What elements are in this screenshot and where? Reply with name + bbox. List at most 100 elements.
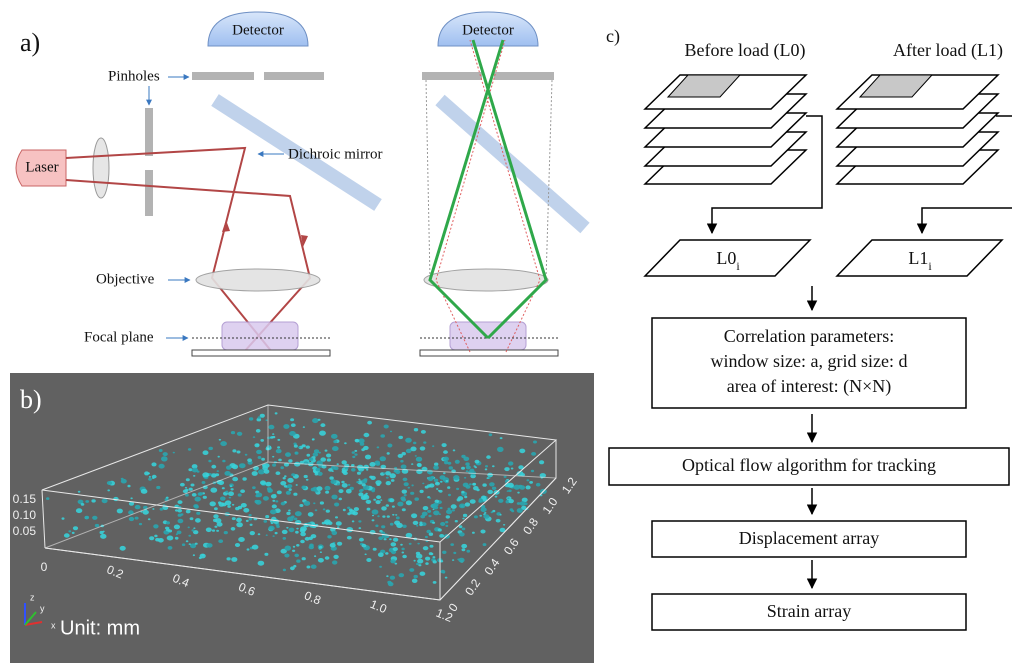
particle <box>73 526 78 530</box>
particle <box>352 520 355 522</box>
stack-title: Before load (L0) <box>685 40 806 61</box>
particle <box>462 518 464 520</box>
particle <box>481 496 486 500</box>
particle <box>376 500 381 504</box>
particle <box>195 543 198 545</box>
particle <box>347 536 352 540</box>
particle <box>275 500 278 502</box>
particle <box>453 552 456 554</box>
particle <box>403 478 408 482</box>
particle <box>472 483 476 486</box>
particle <box>416 552 420 555</box>
particle <box>258 561 265 566</box>
particle <box>326 510 330 513</box>
particle <box>456 488 459 490</box>
particle <box>400 460 403 463</box>
panel-label: a) <box>20 28 40 57</box>
unit-label: Unit: mm <box>60 617 140 639</box>
particle <box>332 531 338 535</box>
particle <box>383 472 385 474</box>
particle <box>337 463 339 465</box>
particle <box>64 533 70 537</box>
particle <box>459 504 465 509</box>
detector-label: Detector <box>232 22 284 38</box>
particle <box>243 508 249 513</box>
particle <box>294 518 298 521</box>
particle <box>76 508 82 513</box>
particle <box>264 469 270 474</box>
particle <box>466 470 469 472</box>
particle <box>188 468 192 471</box>
particle <box>508 461 513 465</box>
particle <box>367 421 372 425</box>
particle <box>183 489 188 493</box>
particle <box>375 462 380 466</box>
pinhole <box>264 72 324 80</box>
particle <box>387 452 390 455</box>
particle <box>302 444 306 447</box>
particle <box>360 471 363 473</box>
particle <box>287 484 292 488</box>
particle <box>366 558 371 562</box>
particle <box>202 554 205 556</box>
particle <box>335 516 338 518</box>
particle <box>342 483 348 488</box>
particle <box>411 463 413 465</box>
particle <box>256 493 262 498</box>
particle <box>309 544 314 548</box>
particle <box>100 531 104 534</box>
particle <box>419 523 423 526</box>
particle <box>402 525 406 528</box>
particle <box>427 510 431 513</box>
particle <box>272 500 275 502</box>
particle <box>151 462 156 466</box>
particle <box>386 575 388 577</box>
particle <box>405 438 412 443</box>
particle <box>152 508 154 510</box>
particle <box>395 514 397 516</box>
particle <box>420 446 426 450</box>
particle <box>428 515 431 517</box>
particle <box>284 475 287 477</box>
slide <box>420 350 558 356</box>
particle <box>358 469 360 471</box>
particle <box>359 538 364 542</box>
particle <box>275 412 278 414</box>
particle <box>323 508 326 510</box>
particle <box>443 472 446 474</box>
sample <box>222 322 298 350</box>
particle <box>117 509 123 514</box>
particle <box>208 447 213 450</box>
particle <box>402 452 406 455</box>
particle <box>500 437 503 439</box>
particle <box>366 500 372 504</box>
particle <box>450 543 454 546</box>
particle <box>214 507 218 510</box>
particle <box>213 514 218 518</box>
particle <box>239 463 246 468</box>
particle <box>252 486 256 489</box>
particle <box>365 554 367 556</box>
particle <box>325 450 328 452</box>
particle <box>341 481 344 484</box>
particle <box>284 554 289 558</box>
particle <box>366 469 368 471</box>
particle <box>314 555 316 557</box>
particle <box>222 460 225 463</box>
particle <box>529 481 533 484</box>
particle <box>300 540 305 544</box>
particle <box>304 475 308 478</box>
particle <box>443 572 446 574</box>
particle <box>78 491 81 493</box>
particle <box>235 543 240 547</box>
particle <box>393 547 398 551</box>
particle <box>112 484 114 486</box>
particle <box>320 551 322 553</box>
particle <box>293 493 297 496</box>
objective <box>196 269 320 291</box>
particle <box>272 464 276 467</box>
particle <box>189 543 191 545</box>
particle <box>390 576 395 580</box>
particle <box>139 523 142 525</box>
particle <box>317 486 323 491</box>
